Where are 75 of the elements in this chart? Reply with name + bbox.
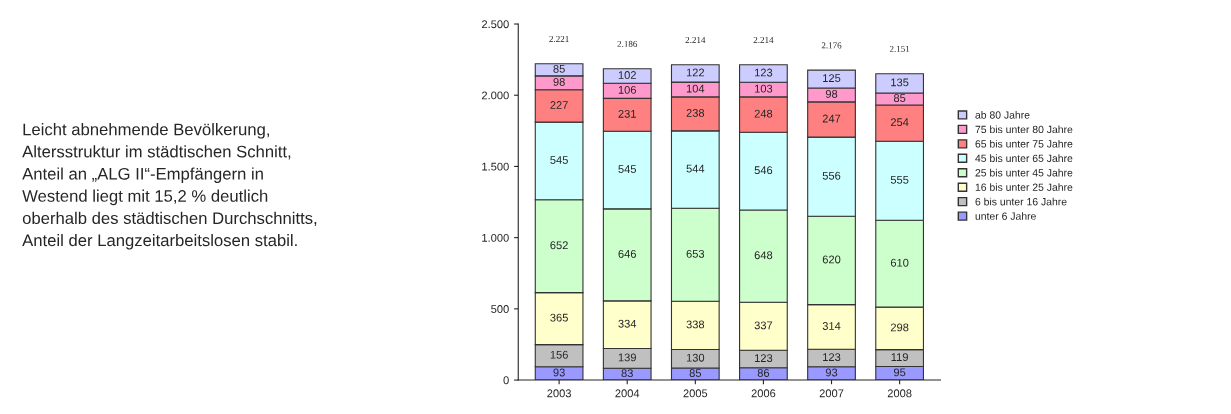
y-tick-label: 0 (503, 376, 509, 385)
total-label: 2.221 (549, 35, 569, 43)
y-tick-label: 2.000 (481, 91, 509, 100)
data-label: 135 (891, 78, 909, 87)
legend-label: 65 bis unter 75 Jahre (975, 139, 1073, 148)
data-label: 653 (686, 249, 705, 258)
x-tick-label: 2007 (819, 389, 844, 398)
data-label: 122 (686, 68, 705, 77)
y-tick-label: 500 (491, 305, 509, 313)
data-label: 103 (755, 84, 773, 93)
data-label: 338 (686, 320, 705, 329)
data-label: 545 (618, 165, 637, 174)
data-label: 104 (686, 84, 705, 93)
data-label: 93 (553, 368, 565, 377)
data-label: 555 (890, 175, 909, 184)
data-label: 93 (825, 368, 838, 377)
data-label: 334 (618, 319, 637, 328)
legend-label: 25 bis unter 45 Jahre (975, 168, 1073, 177)
data-label: 365 (550, 313, 568, 322)
data-label: 556 (822, 171, 841, 180)
legend-label: 6 bis unter 16 Jahre (975, 197, 1067, 206)
data-label: 646 (618, 249, 636, 258)
total-label: 2.176 (821, 42, 842, 49)
legend-label: 75 bis unter 80 Jahre (975, 125, 1073, 134)
data-label: 86 (757, 369, 770, 377)
y-tick-label: 1.500 (482, 162, 509, 171)
x-tick-label: 2006 (751, 389, 776, 398)
data-label: 247 (822, 114, 841, 123)
data-label: 314 (822, 322, 841, 330)
data-label: 139 (618, 353, 636, 362)
x-tick-label: 2003 (547, 389, 571, 398)
data-label: 130 (686, 353, 705, 362)
data-label: 231 (618, 109, 636, 118)
data-label: 83 (621, 369, 633, 378)
legend-label: unter 6 Jahre (975, 212, 1036, 220)
text: Leicht abnehmende Bevölkerung, Altersstruktur im städtischen Schnitt, Anteil an „ALG II“-Empfängern in Westend liegt mit 15,2 % deutlich oberhalb des städtischen Durchschnitts, Anteil der Langzeitarbeitslosen stabil. (22, 123, 317, 250)
data-label: 238 (686, 108, 705, 117)
data-label: 123 (755, 68, 773, 77)
data-label: 254 (890, 118, 909, 127)
data-label: 298 (890, 323, 909, 332)
total-label: 2.151 (889, 45, 910, 52)
data-label: 610 (890, 258, 909, 267)
data-label: 648 (754, 251, 773, 260)
data-label: 546 (754, 166, 773, 175)
data-label: 98 (553, 77, 565, 86)
data-label: 119 (891, 353, 908, 362)
data-label: 652 (550, 241, 568, 250)
total-label: 2.186 (617, 40, 638, 47)
data-label: 125 (823, 74, 841, 83)
data-label: 98 (825, 90, 838, 98)
x-tick-label: 2005 (683, 389, 708, 398)
data-label: 227 (550, 101, 568, 109)
data-label: 106 (618, 85, 636, 94)
x-tick-label: 2004 (615, 389, 640, 398)
total-label: 2.214 (753, 36, 774, 44)
legend-label: 45 bis unter 65 Jahre (975, 154, 1073, 163)
y-tick-label: 2.500 (481, 20, 509, 29)
data-label: 85 (893, 94, 906, 102)
data-label: 95 (893, 368, 906, 377)
data-label: 123 (823, 353, 841, 362)
data-label: 545 (550, 156, 568, 164)
total-label: 2.214 (685, 36, 706, 44)
x-tick-label: 2008 (887, 389, 912, 398)
data-label: 85 (689, 369, 702, 377)
data-label: 156 (550, 350, 568, 359)
data-label: 620 (822, 255, 841, 264)
legend-label: ab 80 Jahre (975, 111, 1030, 119)
data-label: 248 (754, 109, 773, 118)
legend-label: 16 bis unter 25 Jahre (975, 183, 1073, 191)
data-label: 85 (553, 64, 565, 73)
data-label: 544 (686, 164, 705, 173)
data-label: 123 (755, 354, 773, 363)
y-tick-label: 1.000 (482, 233, 509, 242)
data-label: 102 (618, 71, 636, 79)
data-label: 337 (754, 321, 773, 330)
